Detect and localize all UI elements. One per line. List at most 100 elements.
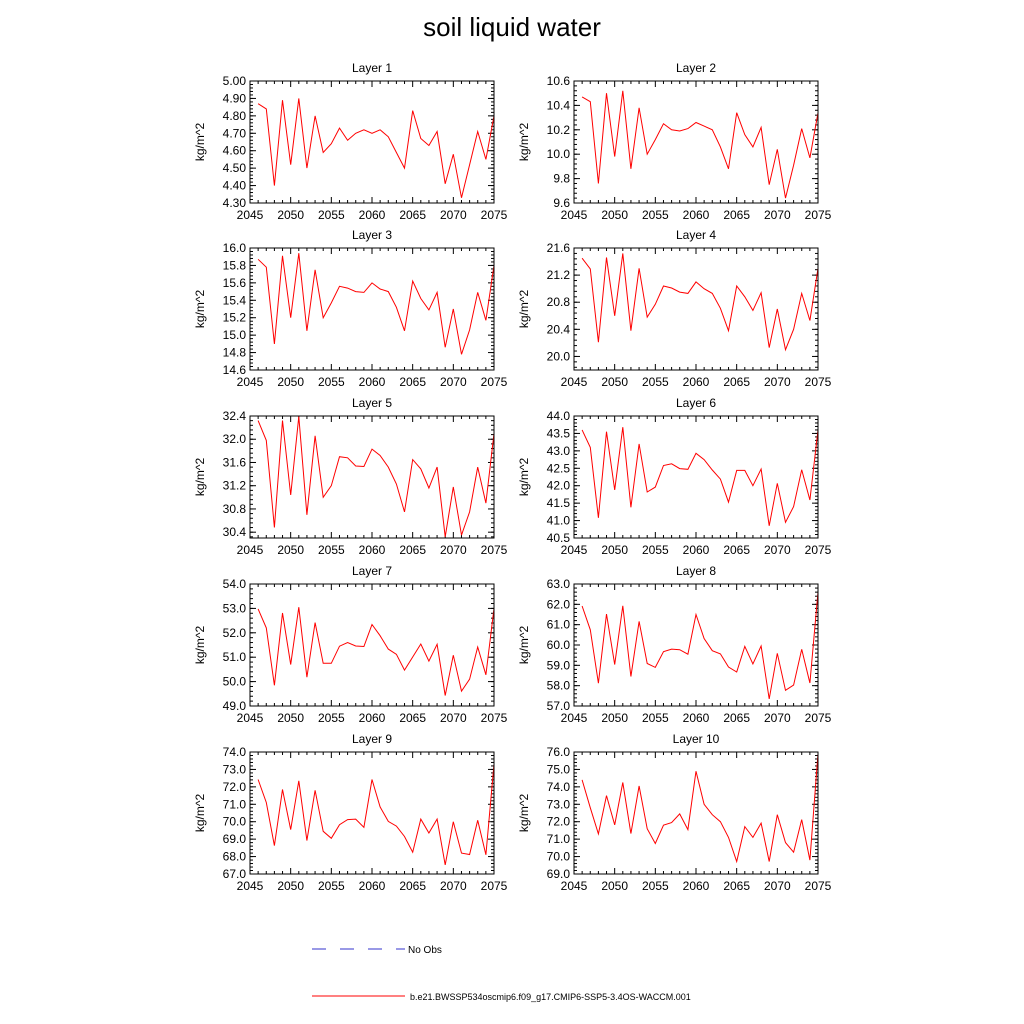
x-tick-label: 2050 <box>601 879 628 893</box>
x-tick-label: 2045 <box>237 543 264 557</box>
x-tick-label: 2060 <box>683 208 710 222</box>
y-tick-label: 67.0 <box>223 867 247 881</box>
x-tick-label: 2060 <box>683 375 710 389</box>
x-tick-label: 2055 <box>318 208 345 222</box>
y-tick-label: 71.0 <box>223 797 247 811</box>
chart-panel-7: Layer 7 kg/m^2 2045 2050 2055 2060 2065 2070 207… <box>193 564 508 725</box>
x-tick-label: 2065 <box>399 375 426 389</box>
x-tick-label: 2075 <box>481 711 508 725</box>
y-tick-label: 4.40 <box>223 179 247 193</box>
y-tick-label: 41.0 <box>547 514 571 528</box>
no-obs-legend-label: No Obs <box>408 945 442 956</box>
x-tick-label: 2050 <box>601 375 628 389</box>
panel-title: Layer 5 <box>352 396 392 410</box>
x-tick-label: 2070 <box>764 375 791 389</box>
x-tick-label: 2065 <box>723 879 750 893</box>
chart-panel-10: Layer 10 kg/m^2 2045 2050 2055 2060 2065 2070 20… <box>517 732 832 893</box>
series-line <box>257 764 495 865</box>
y-axis-label: kg/m^2 <box>193 794 207 833</box>
y-tick-label: 4.30 <box>223 196 247 210</box>
x-tick-label: 2060 <box>359 208 386 222</box>
x-tick-label: 2055 <box>642 375 669 389</box>
y-tick-label: 32.4 <box>223 409 247 423</box>
y-tick-label: 15.4 <box>223 293 247 307</box>
y-tick-label: 74.0 <box>547 780 571 794</box>
y-axis-label: kg/m^2 <box>193 290 207 329</box>
y-tick-label: 4.60 <box>223 144 247 158</box>
y-tick-label: 72.0 <box>547 815 571 829</box>
y-axis-label: kg/m^2 <box>517 123 531 162</box>
y-tick-label: 40.5 <box>547 531 571 545</box>
y-tick-label: 70.0 <box>547 850 571 864</box>
y-tick-label: 58.0 <box>547 679 571 693</box>
x-tick-label: 2055 <box>318 543 345 557</box>
x-tick-label: 2070 <box>440 375 467 389</box>
page-title: soil liquid water <box>423 12 601 42</box>
series-line <box>581 592 819 699</box>
y-tick-label: 15.2 <box>223 311 247 325</box>
chart-panel-9: Layer 9 kg/m^2 2045 2050 2055 2060 2065 2070 207… <box>193 732 508 893</box>
plot-frame <box>249 751 495 875</box>
y-tick-label: 15.0 <box>223 328 247 342</box>
x-tick-label: 2060 <box>359 711 386 725</box>
legend: No Obs b.e21.BWSSP534oscmip6.f09_g17.CMI… <box>312 945 691 1002</box>
y-axis-label: kg/m^2 <box>193 123 207 162</box>
x-tick-label: 2065 <box>399 543 426 557</box>
y-tick-label: 68.0 <box>223 850 247 864</box>
panel-title: Layer 7 <box>352 564 392 578</box>
y-tick-label: 51.0 <box>223 650 247 664</box>
y-tick-label: 15.6 <box>223 276 247 290</box>
series-line <box>581 90 819 199</box>
chart-panel-3: Layer 3 kg/m^2 2045 2050 2055 2060 2065 2070 207… <box>193 228 508 389</box>
panel-title: Layer 3 <box>352 228 392 242</box>
y-tick-label: 49.0 <box>223 699 247 713</box>
y-tick-label: 4.80 <box>223 109 247 123</box>
x-tick-label: 2060 <box>359 375 386 389</box>
y-tick-label: 76.0 <box>547 745 571 759</box>
plot-frame <box>573 415 819 539</box>
y-tick-label: 10.0 <box>547 147 571 161</box>
y-tick-label: 14.8 <box>223 346 247 360</box>
y-tick-label: 53.0 <box>223 601 247 615</box>
y-tick-label: 50.0 <box>223 675 247 689</box>
y-tick-label: 69.0 <box>223 832 247 846</box>
x-tick-label: 2055 <box>318 375 345 389</box>
x-tick-label: 2070 <box>440 711 467 725</box>
x-tick-label: 2065 <box>723 711 750 725</box>
panel-title: Layer 8 <box>676 564 716 578</box>
model-legend-label: b.e21.BWSSP534oscmip6.f09_g17.CMIP6-SSP5… <box>410 992 691 1002</box>
panel-title: Layer 9 <box>352 732 392 746</box>
x-tick-label: 2070 <box>764 711 791 725</box>
y-tick-label: 21.6 <box>547 241 571 255</box>
y-axis-label: kg/m^2 <box>517 626 531 665</box>
series-line <box>257 253 495 355</box>
y-tick-label: 20.0 <box>547 349 571 363</box>
x-tick-label: 2075 <box>805 879 832 893</box>
y-axis-label: kg/m^2 <box>517 794 531 833</box>
x-tick-label: 2065 <box>723 208 750 222</box>
series-line <box>257 98 495 198</box>
x-tick-label: 2075 <box>805 711 832 725</box>
y-tick-label: 42.0 <box>547 479 571 493</box>
x-tick-label: 2060 <box>683 711 710 725</box>
x-tick-label: 2075 <box>481 879 508 893</box>
y-tick-label: 14.6 <box>223 363 247 377</box>
y-tick-label: 16.0 <box>223 241 247 255</box>
y-tick-label: 4.50 <box>223 161 247 175</box>
y-tick-label: 15.8 <box>223 258 247 272</box>
panel-title: Layer 2 <box>676 61 716 75</box>
y-tick-label: 30.4 <box>223 525 247 539</box>
y-tick-label: 31.6 <box>223 455 247 469</box>
plot-frame <box>249 247 495 371</box>
x-tick-label: 2050 <box>601 208 628 222</box>
x-tick-label: 2045 <box>237 711 264 725</box>
plot-frame <box>249 415 495 539</box>
panel-title: Layer 6 <box>676 396 716 410</box>
x-tick-label: 2065 <box>399 879 426 893</box>
x-tick-label: 2075 <box>481 375 508 389</box>
y-tick-label: 10.6 <box>547 74 571 88</box>
x-tick-label: 2075 <box>481 208 508 222</box>
x-tick-label: 2075 <box>805 375 832 389</box>
y-tick-label: 74.0 <box>223 745 247 759</box>
